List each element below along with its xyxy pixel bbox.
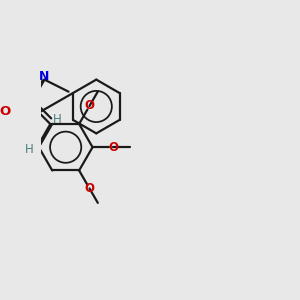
Text: O: O [85, 182, 94, 195]
Text: N: N [39, 70, 50, 83]
Text: H: H [52, 113, 61, 126]
Text: O: O [0, 105, 11, 119]
Text: H: H [25, 142, 34, 155]
Text: O: O [108, 141, 118, 154]
Text: O: O [85, 100, 94, 112]
